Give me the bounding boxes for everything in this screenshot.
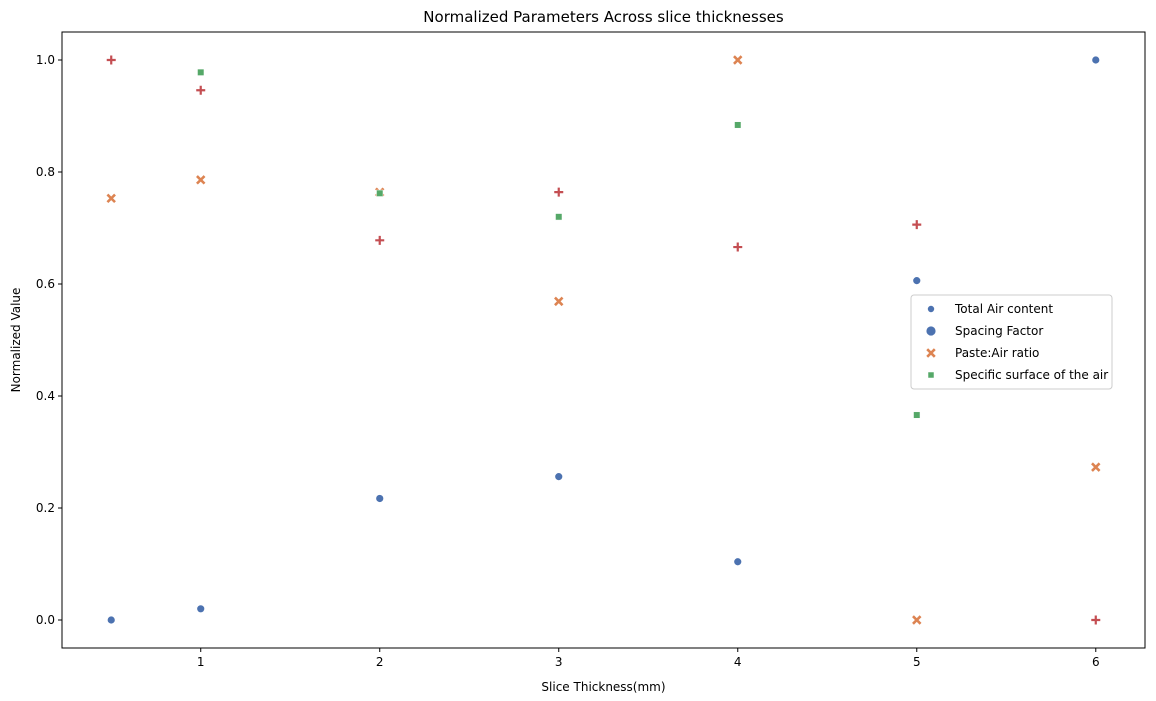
data-point xyxy=(106,615,116,625)
legend-label: Total Air content xyxy=(954,302,1053,316)
data-point xyxy=(913,411,921,419)
data-point xyxy=(733,557,743,567)
y-tick-label: 0.6 xyxy=(36,277,55,291)
series-group xyxy=(106,55,1101,625)
x-tick-label: 3 xyxy=(555,655,563,669)
y-tick-label: 0.4 xyxy=(36,389,55,403)
y-tick-label: 0.8 xyxy=(36,165,55,179)
legend-marker xyxy=(927,371,935,379)
x-tick-label: 2 xyxy=(376,655,384,669)
data-point xyxy=(196,175,206,185)
data-point xyxy=(106,193,116,204)
data-point xyxy=(196,85,206,95)
data-point xyxy=(912,615,922,625)
data-point xyxy=(555,213,563,221)
data-point xyxy=(106,55,116,65)
data-point xyxy=(734,121,742,129)
x-tick-label: 1 xyxy=(197,655,205,669)
plot-frame xyxy=(61,31,1146,649)
chart-title: Normalized Parameters Across slice thick… xyxy=(423,8,784,26)
series-group xyxy=(197,68,921,419)
y-tick-label: 1.0 xyxy=(36,53,55,67)
data-point xyxy=(733,55,743,65)
series-group xyxy=(106,55,1101,625)
data-point xyxy=(1091,55,1101,65)
data-point xyxy=(376,189,384,197)
data-point xyxy=(912,276,922,286)
data-points xyxy=(106,55,1101,625)
data-point xyxy=(733,242,743,252)
x-axis-label: Slice Thickness(mm) xyxy=(541,680,665,694)
data-point xyxy=(912,220,922,230)
data-point xyxy=(1091,462,1101,472)
x-tick-label: 6 xyxy=(1092,655,1100,669)
y-tick-label: 0.0 xyxy=(36,613,55,627)
legend-marker xyxy=(926,348,936,358)
data-point xyxy=(375,494,385,503)
legend-label: Paste:Air ratio xyxy=(955,346,1039,360)
legend-label: Specific surface of the air xyxy=(955,368,1108,382)
x-tick-label: 5 xyxy=(913,655,921,669)
data-point xyxy=(554,187,564,197)
legend-label: Spacing Factor xyxy=(955,324,1043,338)
y-tick-label: 0.2 xyxy=(36,501,55,515)
data-point xyxy=(375,235,385,245)
data-point xyxy=(1091,615,1101,625)
data-point xyxy=(197,68,205,76)
x-tick-label: 4 xyxy=(734,655,742,669)
legend-marker xyxy=(925,325,937,337)
axis-ticks: 1 2 3 4 5 6 0.0 0.2 0.4 0.6 0.8 1.0 xyxy=(36,53,1100,669)
legend-marker xyxy=(927,304,936,313)
legend: Total Air content Spacing Factor Paste:Air… xyxy=(910,294,1113,390)
y-axis-label: Normalized Value xyxy=(9,288,23,393)
data-point xyxy=(196,604,206,614)
data-point xyxy=(554,472,564,482)
legend-frame xyxy=(910,294,1113,390)
data-point xyxy=(554,296,564,307)
series-group xyxy=(106,55,1101,625)
